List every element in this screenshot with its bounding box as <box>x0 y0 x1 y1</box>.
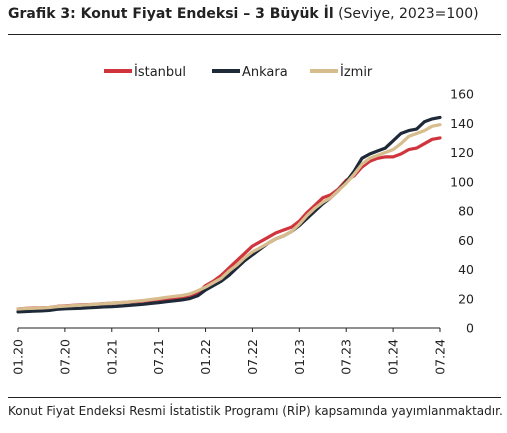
legend-label-1: Ankara <box>242 65 288 80</box>
series-line-2 <box>16 123 442 311</box>
x-tick-label: 01.23 <box>292 339 307 375</box>
x-tick-label: 01.21 <box>104 339 119 375</box>
y-tick-label: 120 <box>450 145 474 160</box>
y-tick-label: 40 <box>458 262 474 277</box>
x-tick-label: 07.24 <box>433 339 448 375</box>
x-tick-label: 07.20 <box>57 339 72 375</box>
x-tick-label: 01.20 <box>11 339 26 375</box>
y-tick-label: 20 <box>458 291 474 306</box>
y-tick-label: 60 <box>458 233 474 248</box>
footnote: Konut Fiyat Endeksi Resmi İstatistik Pro… <box>8 404 503 418</box>
footnote-divider <box>8 397 501 398</box>
line-chart: İstanbul Ankara İzmir 0 20 40 60 80 100 120 140 16… <box>11 64 475 375</box>
x-tick-label: 07.22 <box>245 339 260 375</box>
chart-title-main: Grafik 3: Konut Fiyat Endeksi – 3 Büyük … <box>8 6 334 22</box>
chart-axes: 0 20 40 60 80 100 120 140 160 01.20 07.20 01.21 07.2… <box>11 87 475 375</box>
x-tick-label: 07.21 <box>151 339 166 375</box>
x-tick-label: 07.23 <box>339 339 354 375</box>
x-tick-label: 01.22 <box>198 339 213 375</box>
series-line-0 <box>16 136 442 311</box>
y-tick-label: 80 <box>458 204 474 219</box>
x-tick-label: 01.24 <box>386 339 401 375</box>
chart-title-sub: (Seviye, 2023=100) <box>338 6 479 22</box>
title-divider <box>8 34 501 35</box>
chart-lines <box>16 115 442 314</box>
y-tick-label: 100 <box>450 174 474 189</box>
legend-label-0: İstanbul <box>134 64 186 80</box>
y-tick-label: 0 <box>466 321 474 336</box>
legend-label-2: İzmir <box>340 64 373 80</box>
chart-title: Grafik 3: Konut Fiyat Endeksi – 3 Büyük … <box>8 6 479 22</box>
y-tick-label: 160 <box>450 87 474 102</box>
chart-legend: İstanbul Ankara İzmir <box>104 64 373 80</box>
series-line-1 <box>16 115 442 314</box>
y-tick-label: 140 <box>450 116 474 131</box>
